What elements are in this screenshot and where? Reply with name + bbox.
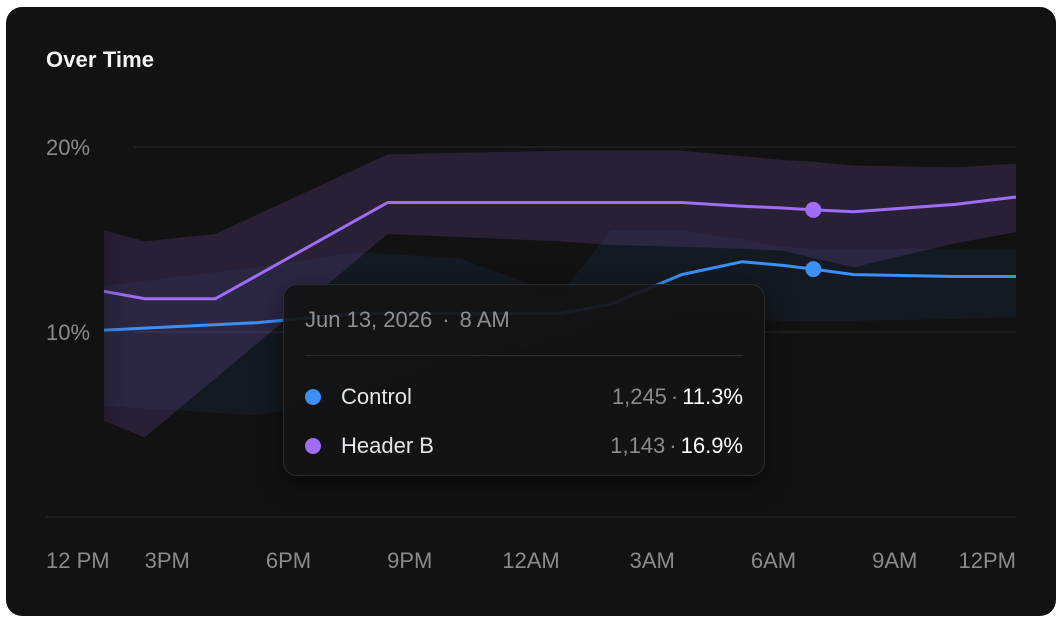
x-tick-label: 9AM [872, 548, 917, 573]
x-tick-label: 6PM [266, 548, 311, 573]
x-tick-label: 12PM [959, 548, 1016, 573]
tooltip-separator: · [442, 307, 450, 332]
x-tick-label: 12 PM [46, 548, 110, 573]
header-b-confidence-band [104, 150, 1016, 438]
y-tick-label: 10% [46, 320, 90, 345]
tooltip-count: 1,143 [610, 433, 666, 458]
control-legend-dot [305, 389, 321, 405]
control-hover-point [805, 261, 822, 278]
header-b-legend-dot [305, 438, 321, 454]
chart-title: Over Time [46, 47, 155, 72]
tooltip-row-header-b: Header B 1,143 · 16.9% [305, 431, 743, 461]
x-tick-label: 3AM [630, 548, 675, 573]
x-tick-label: 12AM [502, 548, 559, 573]
tooltip-count: 1,245 [611, 384, 667, 409]
hover-tooltip: Jun 13, 2026 · 8 AM Control 1,245 · 11.3% … [283, 284, 765, 476]
y-tick-label: 20% [46, 135, 90, 160]
header-b-series-line [103, 195, 1017, 301]
tooltip-value-separator: · [670, 384, 679, 409]
header-b-hover-point [805, 201, 822, 218]
tooltip-header: Jun 13, 2026 · 8 AM [305, 307, 510, 333]
tooltip-time: 8 AM [459, 307, 510, 332]
tooltip-row-control: Control 1,245 · 11.3% [305, 382, 743, 412]
x-tick-label: 6AM [751, 548, 796, 573]
tooltip-value-separator: · [669, 433, 677, 458]
x-tick-label: 3PM [145, 548, 190, 573]
tooltip-divider [305, 355, 743, 356]
tooltip-series-name: Header B [341, 433, 434, 458]
x-tick-label: 9PM [387, 548, 432, 573]
tooltip-series-name: Control [341, 384, 412, 409]
tooltip-rate: 16.9% [680, 433, 743, 458]
tooltip-rate: 11.3% [682, 384, 743, 409]
chart-card: Over Time 20% 10% 12 PM 3PM 6PM 9PM 12AM 3AM 6AM… [6, 7, 1056, 616]
tooltip-date: Jun 13, 2026 [305, 307, 433, 332]
